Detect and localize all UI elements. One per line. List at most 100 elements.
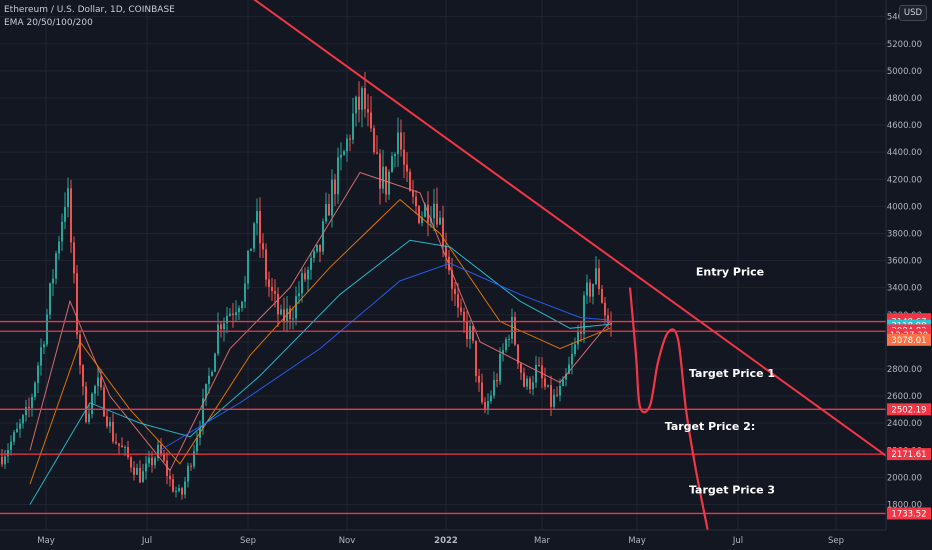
y-tick-label: 4000.00 — [887, 202, 922, 212]
ema50-line — [29, 198, 611, 485]
time-axis[interactable]: May Jul Sep Nov 2022 Mar May Jul Sep — [0, 529, 886, 550]
price-label-bg — [887, 333, 931, 346]
y-tick-label: 5200.00 — [887, 40, 922, 50]
chart-annotations: Entry Price Target Price 1 Target Price 2:… — [665, 265, 775, 496]
price-axis[interactable]: 1800.002000.002200.002400.002600.002800.… — [885, 0, 932, 550]
candle — [604, 302, 606, 316]
currency-button[interactable]: USD — [899, 5, 927, 21]
candle — [571, 353, 573, 365]
candle — [409, 171, 411, 191]
candle — [385, 166, 387, 195]
candle — [364, 88, 366, 110]
candle — [31, 397, 33, 409]
y-tick-label: 3600.00 — [887, 257, 922, 267]
candle — [283, 309, 285, 323]
candle — [550, 385, 552, 407]
indicator-legend[interactable]: EMA 20/50/100/200 — [4, 18, 93, 28]
candle — [208, 375, 210, 384]
candle — [520, 363, 522, 373]
candle — [295, 296, 297, 319]
candle — [376, 152, 378, 154]
candle — [220, 324, 222, 330]
candle — [475, 340, 477, 376]
candle — [103, 387, 105, 417]
trend-drawings[interactable] — [248, 0, 915, 532]
candle — [100, 377, 102, 388]
candle — [541, 365, 543, 379]
x-tick-label: Jul — [732, 536, 743, 546]
candle — [556, 394, 558, 396]
candle — [397, 132, 399, 154]
x-tick-label: Sep — [240, 536, 256, 546]
candle — [598, 268, 600, 289]
candle — [262, 243, 264, 250]
candle — [493, 379, 495, 396]
candle — [454, 288, 456, 295]
candle — [193, 451, 195, 467]
candle — [481, 382, 483, 403]
candle — [511, 316, 513, 339]
candle — [133, 467, 135, 475]
candle — [10, 441, 12, 450]
candle — [55, 253, 57, 279]
candle — [436, 203, 438, 225]
candle — [70, 188, 72, 243]
candle — [280, 309, 282, 315]
candle — [235, 312, 237, 316]
candle — [433, 203, 435, 219]
candle — [439, 217, 441, 225]
candle — [163, 453, 165, 461]
y-tick-label: 4200.00 — [887, 175, 922, 185]
candle — [259, 211, 261, 244]
candle — [589, 282, 591, 297]
candle — [79, 334, 81, 366]
y-tick-label: 2800.00 — [887, 365, 922, 375]
candle — [574, 344, 576, 354]
candle — [313, 251, 315, 259]
candle — [535, 364, 537, 383]
candle — [457, 294, 459, 308]
price-label-bg — [887, 448, 931, 461]
x-tick-label: Mar — [534, 536, 551, 546]
candle — [304, 273, 306, 280]
candle — [214, 353, 216, 372]
candle — [316, 244, 318, 252]
candle — [349, 138, 351, 140]
candle — [94, 386, 96, 394]
annotation-label: Target Price 3 — [689, 484, 775, 497]
candle — [583, 295, 585, 334]
candle — [403, 149, 405, 165]
candle — [310, 258, 312, 270]
candle — [229, 313, 231, 316]
y-tick-label: 2000.00 — [887, 473, 922, 483]
price-label: 2502.19 — [891, 405, 926, 415]
candle — [265, 249, 267, 280]
candle — [16, 428, 18, 433]
candle — [490, 395, 492, 402]
candle — [73, 242, 75, 274]
candle — [370, 112, 372, 129]
candle — [532, 382, 534, 390]
candle — [115, 441, 117, 444]
candle — [460, 307, 462, 312]
candle — [178, 488, 180, 491]
candle — [538, 364, 540, 366]
candle — [127, 447, 129, 458]
x-tick-label: Jul — [141, 536, 152, 546]
candle — [484, 402, 486, 410]
candle — [124, 447, 126, 449]
x-tick-label: Nov — [339, 536, 356, 546]
candle — [394, 153, 396, 157]
candle — [568, 364, 570, 374]
price-label-bg — [887, 403, 931, 416]
candle — [145, 463, 147, 472]
y-tick-label: 4800.00 — [887, 94, 922, 104]
candle — [226, 315, 228, 324]
candle — [166, 460, 168, 476]
candle — [238, 308, 240, 313]
horizontal-levels[interactable] — [0, 320, 886, 515]
candle — [88, 413, 90, 423]
annotation-label: Entry Price — [696, 265, 764, 278]
candle — [142, 471, 144, 483]
